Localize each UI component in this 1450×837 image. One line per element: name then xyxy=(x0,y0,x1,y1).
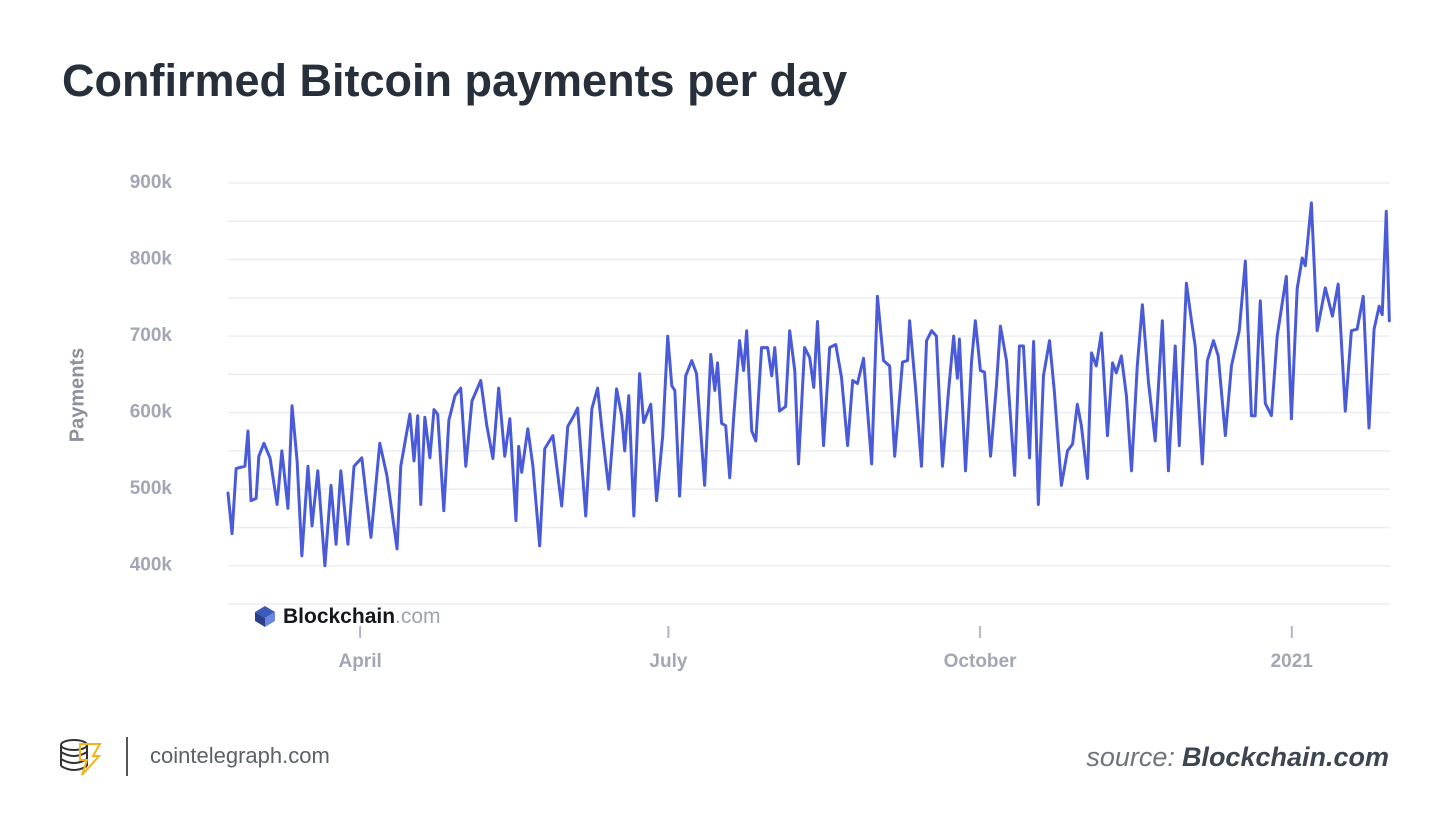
watermark-suffix: .com xyxy=(395,605,441,628)
y-axis-label: Payments xyxy=(66,348,88,443)
footer-site: cointelegraph.com xyxy=(150,743,330,768)
source-name: Blockchain.com xyxy=(1182,742,1389,772)
watermark-text: Blockchain.com xyxy=(283,605,441,628)
y-tick-label: 800k xyxy=(130,249,173,270)
watermark-name: Blockchain xyxy=(283,605,395,628)
footer-source: source: Blockchain.com xyxy=(1086,742,1389,772)
footer-logo xyxy=(60,739,102,776)
y-tick-label: 600k xyxy=(130,402,173,423)
watermark-icon xyxy=(255,612,265,627)
y-tick-label: 700k xyxy=(130,325,173,346)
watermark: Blockchain.com xyxy=(255,605,441,628)
logo-bolt xyxy=(79,743,102,776)
chart-title: Confirmed Bitcoin payments per day xyxy=(62,55,847,106)
source-label: source: xyxy=(1086,742,1175,772)
logo-coin xyxy=(60,745,88,771)
x-tick-label: 2021 xyxy=(1271,651,1314,672)
x-tick-label: April xyxy=(338,651,381,672)
x-tick-label: July xyxy=(649,651,687,672)
y-tick-label: 400k xyxy=(130,555,173,576)
y-tick-label: 500k xyxy=(130,478,173,499)
watermark-icon xyxy=(265,612,275,627)
data-line xyxy=(226,201,1391,568)
y-tick-label: 900k xyxy=(130,172,173,193)
grid xyxy=(228,182,1390,605)
x-tick-label: October xyxy=(944,651,1017,672)
